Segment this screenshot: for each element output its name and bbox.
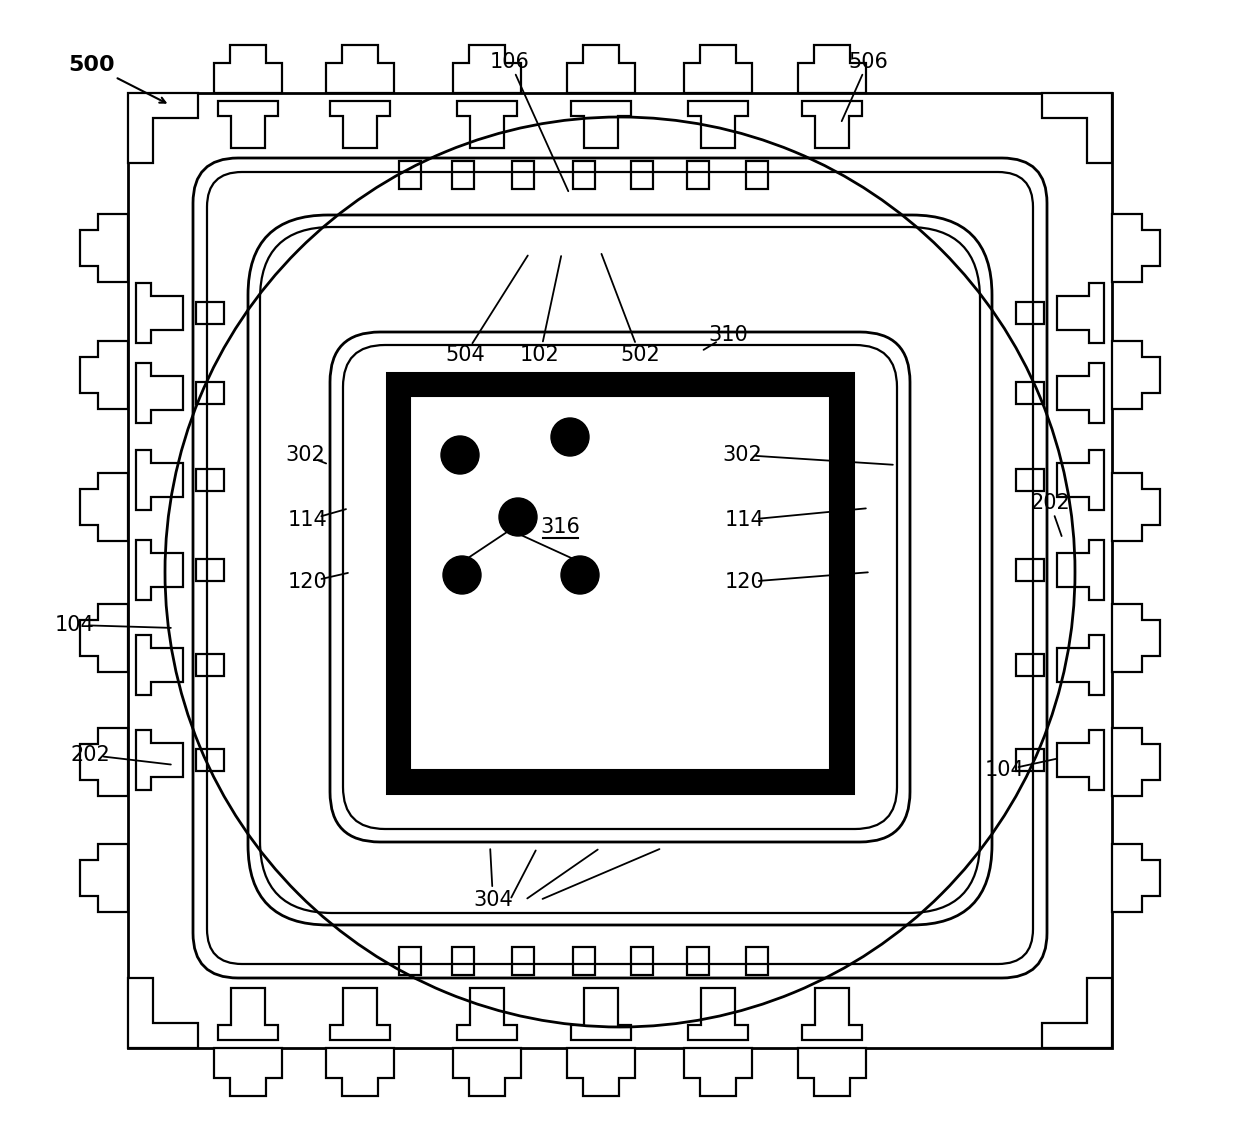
- Bar: [746, 161, 768, 189]
- Polygon shape: [128, 978, 198, 1047]
- Bar: [1016, 654, 1044, 675]
- Bar: [687, 947, 709, 976]
- Polygon shape: [215, 44, 281, 94]
- Text: 114: 114: [288, 510, 327, 531]
- Polygon shape: [81, 728, 128, 796]
- Polygon shape: [1112, 728, 1159, 796]
- Polygon shape: [81, 215, 128, 282]
- Polygon shape: [567, 44, 635, 94]
- Text: 310: 310: [708, 325, 748, 345]
- Polygon shape: [684, 1047, 751, 1097]
- Polygon shape: [1042, 978, 1112, 1047]
- Polygon shape: [453, 44, 521, 94]
- Polygon shape: [1042, 94, 1112, 163]
- Bar: [387, 373, 853, 793]
- Polygon shape: [81, 604, 128, 672]
- Bar: [196, 559, 224, 581]
- Polygon shape: [81, 474, 128, 541]
- Bar: [196, 469, 224, 491]
- Text: 104: 104: [55, 615, 95, 636]
- Polygon shape: [1042, 978, 1112, 1047]
- Polygon shape: [128, 978, 198, 1047]
- Bar: [399, 947, 422, 976]
- Bar: [1016, 469, 1044, 491]
- Bar: [1016, 382, 1044, 404]
- Text: 106: 106: [490, 52, 529, 72]
- Bar: [196, 302, 224, 324]
- Text: 502: 502: [620, 345, 660, 365]
- Circle shape: [441, 436, 479, 474]
- Polygon shape: [799, 1047, 866, 1097]
- Polygon shape: [81, 844, 128, 912]
- Text: 304: 304: [474, 890, 513, 911]
- Polygon shape: [1112, 341, 1159, 408]
- Text: 120: 120: [288, 572, 327, 592]
- Bar: [687, 161, 709, 189]
- Text: 202: 202: [1030, 493, 1070, 513]
- Bar: [196, 654, 224, 675]
- Polygon shape: [567, 1047, 635, 1097]
- Bar: [196, 748, 224, 771]
- Polygon shape: [453, 1047, 521, 1097]
- Bar: [453, 161, 474, 189]
- Text: 504: 504: [445, 345, 485, 365]
- Text: 506: 506: [848, 52, 888, 72]
- Bar: [573, 161, 595, 189]
- Bar: [196, 382, 224, 404]
- Text: 120: 120: [725, 572, 765, 592]
- Polygon shape: [81, 341, 128, 408]
- Polygon shape: [799, 44, 866, 94]
- Polygon shape: [1042, 94, 1112, 163]
- Bar: [573, 947, 595, 976]
- Circle shape: [560, 556, 599, 594]
- Bar: [512, 161, 534, 189]
- Text: 104: 104: [985, 760, 1025, 780]
- Polygon shape: [326, 1047, 394, 1097]
- Bar: [631, 161, 653, 189]
- Polygon shape: [215, 1047, 281, 1097]
- Polygon shape: [684, 44, 751, 94]
- Bar: [453, 947, 474, 976]
- Polygon shape: [1112, 604, 1159, 672]
- Bar: [1016, 302, 1044, 324]
- Polygon shape: [128, 94, 198, 163]
- Circle shape: [551, 418, 589, 456]
- Bar: [1016, 748, 1044, 771]
- Bar: [128, 94, 1112, 1047]
- Bar: [410, 396, 830, 770]
- Text: 302: 302: [285, 445, 325, 466]
- Polygon shape: [326, 44, 394, 94]
- Bar: [399, 161, 422, 189]
- Text: 202: 202: [71, 745, 110, 764]
- Bar: [746, 947, 768, 976]
- Text: 102: 102: [520, 345, 560, 365]
- Polygon shape: [1112, 215, 1159, 282]
- Text: 114: 114: [725, 510, 765, 531]
- Circle shape: [498, 497, 537, 536]
- Bar: [512, 947, 534, 976]
- Polygon shape: [128, 94, 198, 163]
- Polygon shape: [1112, 844, 1159, 912]
- Polygon shape: [1112, 474, 1159, 541]
- Text: 500: 500: [68, 55, 115, 75]
- Bar: [631, 947, 653, 976]
- Text: 316: 316: [541, 517, 580, 537]
- Circle shape: [443, 556, 481, 594]
- Text: 302: 302: [722, 445, 761, 466]
- Bar: [1016, 559, 1044, 581]
